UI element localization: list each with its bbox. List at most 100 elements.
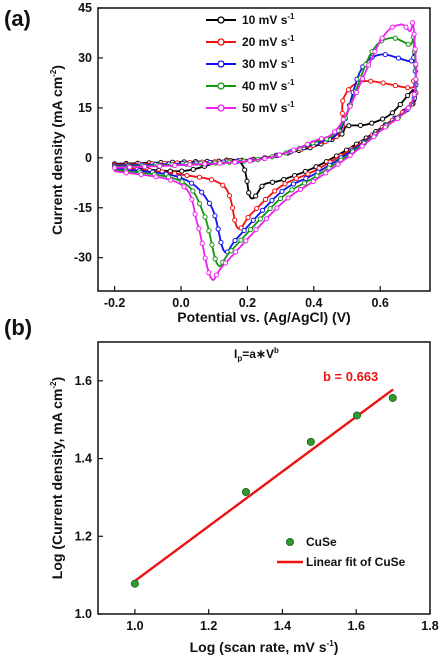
- cv-marker: [409, 20, 416, 26]
- cv-marker: [217, 160, 223, 166]
- cv-marker: [232, 217, 238, 223]
- panel-b-equation-base: I: [234, 347, 237, 361]
- legend-a-entry: 10 mV s-1: [242, 12, 295, 27]
- panel-b-xtick-label: 1.4: [274, 619, 291, 633]
- cv-marker: [206, 270, 212, 276]
- cv-marker: [263, 216, 269, 222]
- cv-marker: [305, 171, 311, 177]
- panel-b-frame: [97, 341, 431, 615]
- panel-a-xlabel: Potential vs. (Ag/AgCl) (V): [177, 309, 350, 325]
- panel-b-xlabel-sup: -1: [327, 639, 335, 648]
- cv-marker: [346, 123, 352, 129]
- cv-marker: [267, 205, 273, 212]
- legend-a-entry-sup: -1: [287, 34, 295, 43]
- cv-marker: [389, 24, 395, 30]
- cv-marker: [269, 179, 276, 185]
- cv-marker: [310, 178, 316, 185]
- panel-b-plot: [130, 388, 397, 588]
- cv-marker: [229, 205, 236, 211]
- cv-marker: [187, 162, 193, 168]
- panel-b-equation: Ip=a∗Vb: [234, 346, 279, 363]
- cv-marker: [347, 152, 353, 159]
- cv-marker: [142, 164, 148, 170]
- cv-marker: [359, 76, 366, 82]
- cv-marker: [274, 205, 280, 211]
- cv-marker: [202, 214, 208, 220]
- legend-a-entry: 20 mV s-1: [242, 34, 295, 49]
- cv-marker: [157, 163, 163, 169]
- cv-marker: [188, 180, 195, 186]
- cv-marker: [382, 51, 388, 58]
- cv-marker: [395, 115, 401, 121]
- cv-marker: [179, 168, 185, 174]
- cv-marker: [379, 35, 385, 41]
- panel-b-xlabel: Log (scan rate, mV s-1): [190, 639, 339, 655]
- cv-marker: [226, 193, 233, 199]
- cv-marker: [389, 110, 395, 116]
- cv-marker: [291, 147, 297, 153]
- legend-a-entry-name: 40 mV s: [242, 79, 288, 93]
- cv-marker: [222, 260, 229, 266]
- cv-marker: [243, 238, 249, 244]
- cv-marker: [405, 92, 411, 99]
- panel-a-xtick-label: 0.0: [172, 296, 189, 310]
- cv-marker: [269, 197, 275, 204]
- legend-a-entry-sup: -1: [287, 100, 295, 109]
- cv-marker: [366, 62, 372, 68]
- cv-marker: [405, 105, 411, 111]
- cv-marker: [397, 101, 403, 108]
- cv-marker: [277, 195, 284, 202]
- cv-marker: [411, 31, 417, 37]
- cv-marker: [403, 24, 409, 30]
- cv-marker: [285, 195, 291, 201]
- panel-a-xtick-label: 0.6: [372, 296, 389, 310]
- panel-a-ytick-label: -30: [74, 251, 92, 265]
- panel-a-curves: [112, 20, 419, 282]
- panel-b-ytick-label: 1.4: [75, 452, 92, 466]
- cv-marker: [179, 179, 185, 185]
- cv-marker: [412, 46, 418, 52]
- legend-a-marker: [217, 60, 225, 68]
- cv-marker: [233, 249, 239, 255]
- cv-marker: [232, 237, 238, 244]
- cuse-point: [241, 487, 250, 496]
- panel-b-label: (b): [4, 315, 32, 340]
- panel-a-xtick-label: 0.4: [305, 296, 322, 310]
- cuse-point: [130, 579, 139, 588]
- cv-marker: [168, 177, 174, 183]
- cv-marker: [382, 124, 388, 130]
- panel-a-xtick-label: -0.2: [104, 296, 126, 310]
- cv-marker: [353, 89, 360, 96]
- legend-a-entry: 50 mV s-1: [242, 100, 295, 115]
- cv-marker: [127, 164, 133, 170]
- cv-marker: [218, 239, 224, 245]
- cv-marker: [196, 226, 202, 232]
- cv-marker: [301, 180, 308, 186]
- cv-marker: [247, 158, 253, 164]
- cv-marker: [392, 35, 398, 41]
- cv-marker: [335, 161, 341, 167]
- panel-b-ylabel-main: Log (Current density, mA cm: [49, 389, 65, 580]
- panel-b: (b) 1.0 1.2 1.4 1.6 1.8 1.0 1.2 1.4 1.6 Ip=a∗V b …: [4, 315, 439, 655]
- cv-marker: [345, 87, 351, 93]
- cv-marker: [206, 200, 213, 206]
- panel-b-xtick-label: 1.2: [200, 619, 217, 633]
- cv-marker: [259, 183, 265, 189]
- cv-marker: [413, 76, 419, 82]
- linear-fit-line: [134, 388, 394, 582]
- cv-marker: [357, 122, 364, 129]
- cv-marker: [380, 80, 386, 86]
- cv-marker: [190, 166, 196, 172]
- cv-marker: [189, 196, 195, 203]
- cv-marker: [209, 177, 215, 183]
- cv-marker: [304, 141, 311, 147]
- legend-a-entry-name: 20 mV s: [242, 35, 288, 49]
- cuse-point: [306, 437, 315, 446]
- cv-marker: [176, 174, 182, 180]
- cv-marker: [244, 178, 250, 184]
- legend-a-entry-name: 30 mV s: [242, 57, 288, 71]
- panel-b-xlabel-end: ): [334, 639, 339, 655]
- cv-marker: [213, 272, 220, 278]
- cv-marker: [369, 120, 375, 126]
